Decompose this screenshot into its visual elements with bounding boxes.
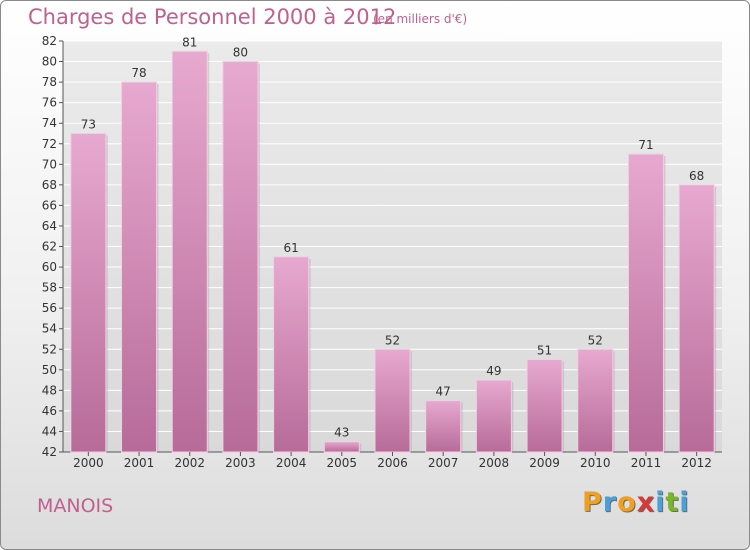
chart-title: Charges de Personnel 2000 à 2012 (28, 5, 397, 29)
y-tick-label: 72 (42, 137, 57, 151)
bar-value-label: 47 (436, 385, 451, 399)
logo-letter: x (636, 487, 656, 518)
y-tick-label: 70 (42, 157, 57, 171)
bar-value-label: 78 (131, 66, 146, 80)
bar-2007[interactable] (425, 400, 462, 453)
y-tick-label: 78 (42, 75, 57, 89)
bar-2001[interactable] (121, 81, 158, 453)
x-tick-label: 2011 (631, 456, 662, 470)
bar-value-label: 73 (81, 117, 96, 131)
y-tick-label: 68 (42, 178, 57, 192)
x-tick-label: 2003 (225, 456, 256, 470)
bar-2004[interactable] (273, 256, 310, 453)
bar-2009[interactable] (526, 359, 563, 453)
y-tick-label: 58 (42, 281, 57, 295)
x-tick-label: 2005 (327, 456, 358, 470)
x-tick-label: 2001 (124, 456, 155, 470)
x-tick-label: 2000 (73, 456, 104, 470)
bar-2008[interactable] (475, 379, 512, 453)
x-tick-label: 2006 (377, 456, 408, 470)
x-tick-label: 2012 (681, 456, 712, 470)
x-tick-label: 2010 (580, 456, 611, 470)
bar-value-label: 52 (385, 333, 400, 347)
y-tick-label: 42 (42, 445, 57, 459)
bar-2011[interactable] (627, 153, 664, 453)
bar-value-label: 68 (689, 169, 704, 183)
bar-2003[interactable] (222, 61, 259, 453)
bar-value-label: 71 (638, 138, 653, 152)
x-tick-label: 2004 (276, 456, 307, 470)
y-tick-label: 44 (42, 424, 57, 438)
y-tick-label: 76 (42, 96, 57, 110)
x-tick-label: 2007 (428, 456, 459, 470)
logo-letter: i (655, 487, 666, 518)
bar-2005[interactable] (323, 441, 360, 453)
bar-value-label: 61 (283, 241, 298, 255)
bar-2012[interactable] (678, 184, 715, 453)
proxiti-logo[interactable]: Proxiti (582, 487, 690, 518)
y-tick-label: 62 (42, 240, 57, 254)
y-tick-label: 80 (42, 55, 57, 69)
bar-value-label: 43 (334, 426, 349, 440)
y-tick-label: 54 (42, 322, 57, 336)
logo-letter: o (617, 487, 637, 518)
bar-value-label: 80 (233, 46, 248, 60)
y-tick-label: 50 (42, 363, 57, 377)
logo-letter: r (602, 487, 618, 518)
bar-2010[interactable] (577, 348, 614, 453)
y-tick-label: 66 (42, 198, 57, 212)
logo-letter: i (679, 487, 690, 518)
y-tick-label: 82 (42, 34, 57, 48)
y-tick-label: 48 (42, 383, 57, 397)
x-tick-label: 2008 (479, 456, 510, 470)
chart-subtitle: (en milliers d'€) (373, 12, 468, 26)
logo-letter: t (665, 487, 680, 518)
y-tick-label: 74 (42, 116, 57, 130)
bar-2002[interactable] (171, 50, 208, 453)
bar-2000[interactable] (70, 132, 107, 453)
logo-letter: P (582, 487, 603, 518)
x-tick-label: 2002 (174, 456, 205, 470)
y-tick-label: 64 (42, 219, 57, 233)
y-tick-label: 56 (42, 301, 57, 315)
bar-value-label: 81 (182, 35, 197, 49)
y-tick-label: 60 (42, 260, 57, 274)
y-tick-label: 52 (42, 342, 57, 356)
bar-value-label: 49 (486, 364, 501, 378)
x-tick-label: 2009 (529, 456, 560, 470)
bar-value-label: 52 (588, 333, 603, 347)
bar-2006[interactable] (374, 348, 411, 453)
y-tick-label: 46 (42, 404, 57, 418)
commune-name: MANOIS (37, 495, 114, 517)
bar-value-label: 51 (537, 344, 552, 358)
